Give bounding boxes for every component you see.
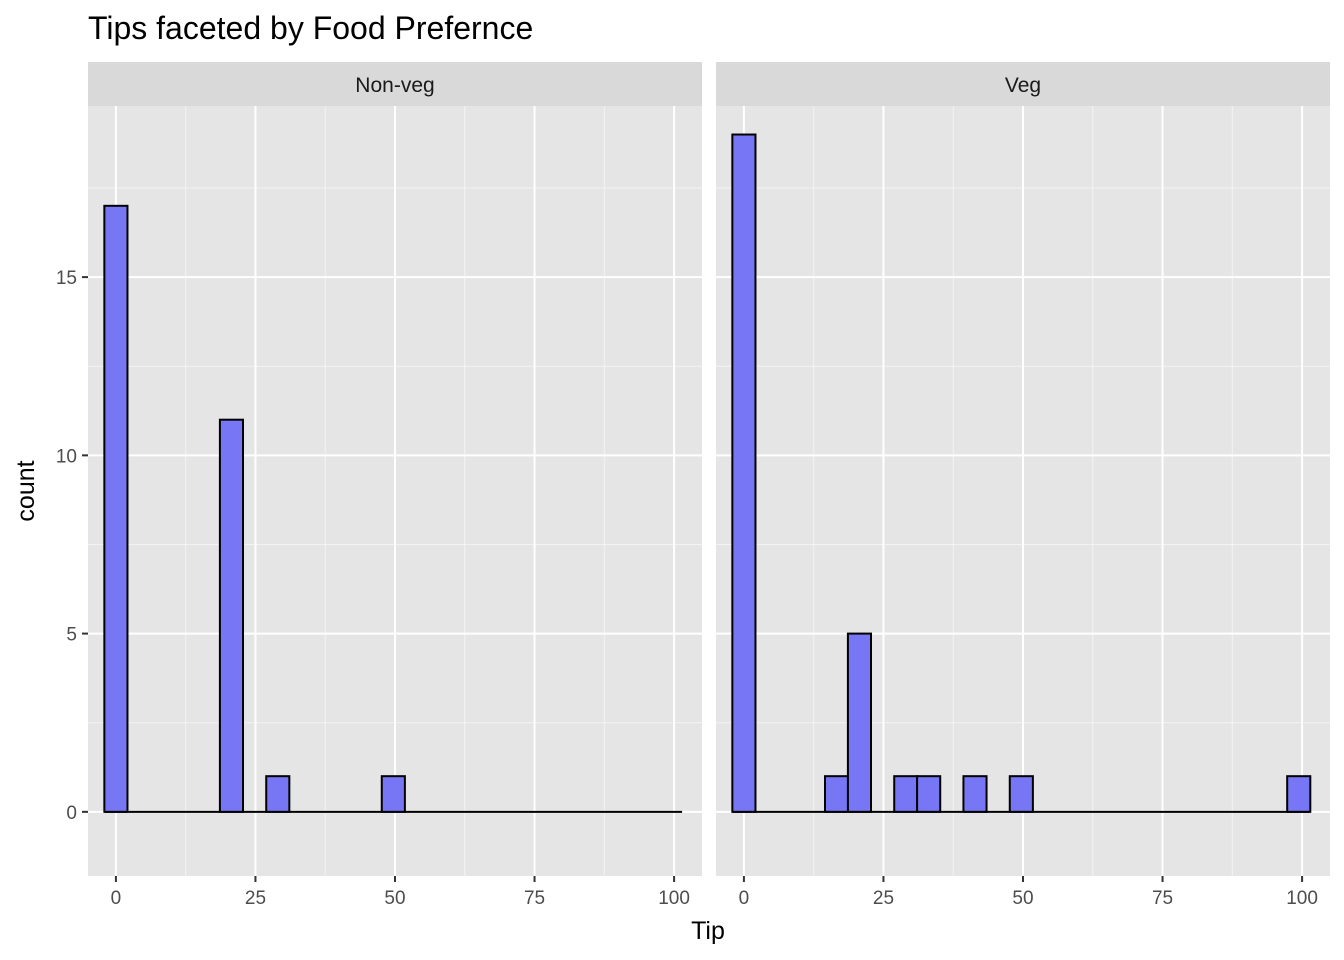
y-tick-label: 0 — [66, 803, 77, 824]
y-tick-label: 10 — [56, 446, 77, 467]
chart-title: Tips faceted by Food Prefernce — [88, 10, 533, 46]
x-tick-label: 0 — [111, 888, 122, 909]
x-tick-label: 25 — [245, 888, 266, 909]
panel-non-veg: Non-veg 0 25 50 75 100 0 5 10 15 — [56, 62, 702, 909]
histogram-bar — [893, 775, 919, 813]
histogram-bar — [218, 418, 245, 813]
facet-label-non-veg: Non-veg — [355, 74, 434, 97]
histogram-bar — [380, 775, 406, 813]
facet-strip-veg — [716, 62, 1330, 106]
x-axis-title: Tip — [691, 917, 725, 945]
x-tick-label: 100 — [1286, 888, 1318, 909]
histogram-bar — [1286, 775, 1312, 813]
histogram-bar — [731, 133, 757, 813]
histogram-bar — [962, 775, 988, 813]
histogram-bar — [265, 775, 291, 813]
x-tick-label: 25 — [873, 888, 894, 909]
facet-label-veg: Veg — [1005, 74, 1041, 97]
x-tick-label: 0 — [739, 888, 750, 909]
histogram-bar — [103, 204, 129, 813]
x-tick-label: 75 — [524, 888, 545, 909]
y-tick-label: 15 — [56, 268, 77, 289]
histogram-bar — [846, 632, 873, 813]
histogram-bar — [1008, 775, 1034, 813]
x-tick-label: 50 — [384, 888, 405, 909]
histogram-bar — [916, 775, 942, 813]
panel-veg: Veg 0 25 50 75 100 — [716, 62, 1330, 909]
y-axis-title: count — [12, 460, 40, 521]
facet-strip-non-veg — [88, 62, 702, 106]
histogram-bar — [824, 775, 850, 813]
x-tick-label: 75 — [1152, 888, 1173, 909]
y-tick-label: 5 — [66, 625, 77, 646]
x-tick-label: 100 — [658, 888, 690, 909]
x-tick-label: 50 — [1012, 888, 1033, 909]
